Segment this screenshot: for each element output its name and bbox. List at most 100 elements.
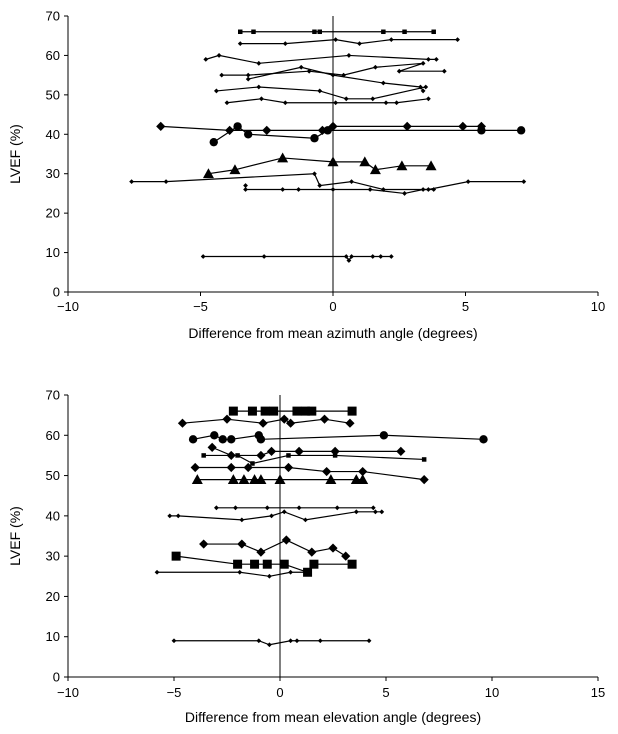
data-point-circle: [188, 435, 198, 444]
series-line: [248, 66, 424, 92]
data-point-diamond: [203, 56, 209, 62]
data-point-square: [279, 559, 289, 569]
data-point-diamond: [426, 96, 431, 102]
series-line: [131, 173, 524, 191]
data-point-triangle: [229, 164, 241, 175]
data-point-diamond: [262, 125, 272, 135]
data-point-circle: [209, 137, 218, 147]
series-11: [129, 171, 527, 192]
data-point-diamond: [190, 462, 200, 473]
series-13: [200, 254, 394, 263]
series-7: [191, 474, 369, 484]
data-point-diamond: [214, 505, 219, 511]
data-point-diamond: [266, 446, 277, 456]
x-tick-label: 5: [462, 299, 469, 314]
data-point-diamond: [357, 41, 362, 46]
data-point-diamond: [256, 638, 262, 644]
x-tick-label: 5: [382, 685, 389, 700]
data-point-square: [250, 461, 255, 466]
y-axis-label: LVEF (%): [7, 506, 23, 566]
data-point-diamond: [358, 466, 368, 477]
data-point-diamond: [383, 100, 389, 106]
data-point-diamond: [373, 64, 378, 70]
data-point-diamond: [264, 505, 270, 511]
data-point-diamond: [317, 638, 323, 644]
data-point-diamond: [330, 446, 340, 456]
data-point-diamond: [458, 121, 468, 131]
series-6: [214, 84, 429, 102]
data-point-square: [347, 559, 357, 569]
data-point-triangle: [277, 152, 289, 163]
chart-panel-2: 0 10 20 30 40 50 60 70 −10 −5 0 5 10 15 Difference fro…: [7, 388, 605, 726]
data-point-diamond: [349, 254, 354, 259]
x-axis-label: Difference from mean azimuth angle (degr…: [188, 325, 477, 341]
data-point-triangle: [191, 474, 203, 484]
data-point-diamond: [303, 517, 308, 523]
data-point-square: [247, 406, 257, 416]
data-point-diamond: [233, 505, 238, 511]
data-point-square: [292, 406, 302, 416]
y-tick-label: 70: [46, 9, 60, 24]
data-point-diamond: [237, 539, 247, 549]
series-line: [213, 125, 522, 143]
data-point-diamond: [243, 183, 248, 188]
series-6: [190, 462, 429, 485]
data-point-diamond: [296, 505, 302, 511]
data-point-diamond: [423, 84, 429, 90]
series-12: [243, 183, 437, 196]
y-tick-label: 20: [46, 206, 60, 221]
series-7: [224, 96, 431, 106]
data-point-diamond: [243, 187, 248, 192]
data-point-diamond: [163, 179, 169, 184]
data-point-square: [286, 453, 291, 458]
data-point-diamond: [317, 125, 327, 135]
data-point-diamond: [431, 187, 437, 192]
data-point-diamond: [455, 37, 460, 43]
data-point-diamond: [367, 187, 373, 192]
data-point-diamond: [237, 41, 243, 46]
y-tick-label: 30: [46, 166, 60, 181]
data-point-diamond: [420, 187, 426, 192]
y-tick-label: 50: [46, 468, 60, 483]
data-point-diamond: [243, 462, 253, 473]
data-point-square: [431, 29, 436, 35]
data-point-circle: [477, 126, 486, 135]
y-tick-label: 40: [46, 127, 60, 142]
data-point-diamond: [216, 53, 222, 58]
data-point-diamond: [280, 187, 286, 192]
data-point-diamond: [258, 418, 268, 428]
data-point-square: [347, 406, 357, 416]
series-10: [202, 152, 437, 179]
data-point-diamond: [322, 466, 332, 477]
y-tick-label: 10: [46, 629, 60, 644]
data-point-diamond: [288, 638, 293, 644]
series-line: [216, 86, 426, 100]
data-point-square: [381, 29, 386, 35]
x-axis-label: Difference from mean elevation angle (de…: [185, 709, 481, 725]
data-point-square: [269, 406, 279, 416]
data-point-diamond: [224, 100, 230, 106]
data-point-circle: [210, 431, 219, 440]
y-tick-label: 10: [46, 245, 60, 260]
data-point-circle: [233, 122, 242, 131]
data-point-diamond: [296, 187, 301, 192]
data-point-diamond: [346, 53, 352, 58]
data-point-diamond: [175, 513, 181, 519]
data-point-diamond: [379, 509, 385, 515]
series-8: [156, 121, 486, 135]
data-point-diamond: [245, 72, 251, 78]
data-point-diamond: [207, 442, 217, 452]
data-point-diamond: [419, 475, 429, 485]
data-point-diamond: [333, 37, 339, 43]
data-point-diamond: [426, 56, 431, 62]
data-point-diamond: [267, 573, 272, 579]
x-tick-label: 0: [329, 299, 336, 314]
y-tick-label: 70: [46, 388, 60, 403]
series-line: [203, 454, 425, 465]
y-tick-label: 60: [46, 428, 60, 443]
series-9: [209, 122, 526, 147]
data-point-diamond: [317, 88, 323, 94]
data-point-triangle: [359, 156, 371, 167]
data-point-diamond: [305, 569, 310, 575]
data-point-diamond: [256, 547, 266, 557]
